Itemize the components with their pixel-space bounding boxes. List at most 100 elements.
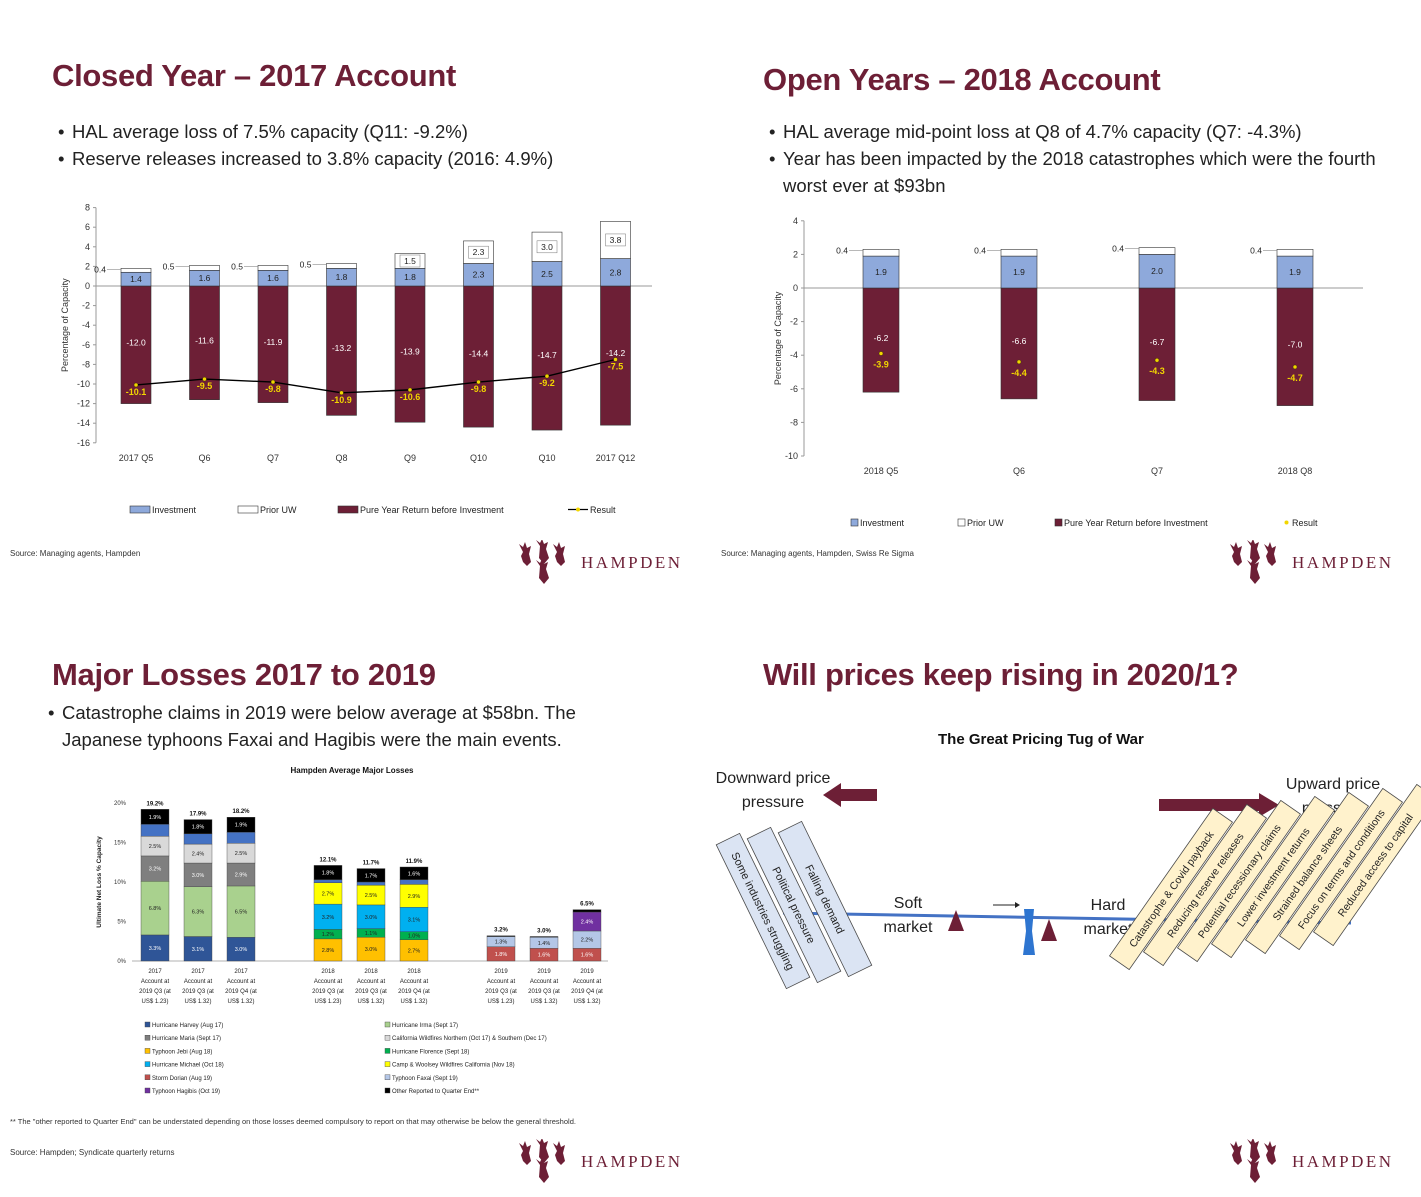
rope-knot: [1023, 909, 1035, 955]
pure-year-label: -13.9: [400, 346, 420, 356]
segment-label: 6.3%: [192, 910, 205, 916]
investment-label: 1.8: [336, 272, 348, 282]
total-label: 11.9%: [406, 859, 423, 865]
legend-label: Investment: [152, 505, 197, 515]
x-tick-label: US$ 1.32): [530, 999, 557, 1005]
y-tick-label: -16: [77, 438, 90, 448]
y-tick-label: -2: [82, 301, 90, 311]
y-tick-label: -10: [77, 379, 90, 389]
x-tick-label: 2019: [580, 969, 594, 975]
prior-uw-label: 3.8: [610, 235, 622, 245]
soft-market-fulcrum: [948, 910, 964, 931]
total-label: 17.9%: [189, 812, 207, 818]
x-tick-label: 2017: [191, 969, 205, 975]
segment-label: 2.4%: [192, 852, 205, 858]
pure-year-label: -6.2: [874, 333, 889, 343]
slide-title: Will prices keep rising in 2020/1?: [763, 657, 1239, 692]
y-tick-label: -10: [785, 451, 798, 461]
segment-label: 2.5%: [235, 851, 248, 857]
prior-uw-bar: [326, 263, 357, 269]
x-tick-label: 2018: [364, 969, 378, 975]
legend-label: Camp & Woolsey Wildfires California (Nov…: [392, 1063, 515, 1069]
segment-label: 6.5%: [235, 910, 248, 916]
hard-market-fulcrum: [1041, 919, 1057, 941]
pure-year-label: -13.2: [332, 343, 352, 353]
diagram-title: The Great Pricing Tug of War: [938, 731, 1144, 748]
segment-label: 3.1%: [192, 947, 205, 953]
segment-label: 2.4%: [581, 920, 594, 926]
segment-label: 1.9%: [235, 823, 248, 829]
loss-segment: [356, 881, 386, 886]
legend-label: Pure Year Return before Investment: [360, 505, 504, 515]
y-tick-label: 15%: [114, 841, 127, 847]
x-tick-label: 2019 Q3 (at: [528, 989, 560, 995]
total-label: 12.1%: [319, 857, 337, 863]
result-label: -9.8: [265, 384, 281, 394]
segment-label: 3.0%: [192, 873, 205, 879]
x-tick-label: 2019: [537, 969, 551, 975]
loss-segment: [226, 832, 256, 844]
x-tick-label: 2019 Q4 (at: [571, 989, 603, 995]
result-point: [202, 376, 207, 382]
prior-uw-bar: [1138, 247, 1176, 255]
investment-label: 2.0: [1151, 266, 1163, 276]
loss-segment: [399, 866, 429, 880]
x-tick-label: Q7: [1151, 466, 1163, 476]
result-point: [133, 382, 139, 388]
prior-uw-label: 0.5: [163, 261, 175, 271]
left-box-rect: [715, 832, 811, 990]
loss-segment: [529, 936, 559, 938]
legend-label: California Wildfires Northern (Oct 17) &…: [392, 1036, 547, 1042]
loss-segment: [183, 819, 213, 835]
segment-label: 3.2%: [149, 867, 162, 873]
slide-title: Major Losses 2017 to 2019: [52, 657, 436, 692]
loss-segment: [183, 936, 213, 962]
legend-swatch: [144, 1021, 151, 1028]
downward-arrow-head: [823, 783, 841, 807]
y-tick-label: 0: [85, 281, 90, 291]
result-label: -10.6: [400, 392, 421, 402]
investment-label: 1.9: [875, 267, 887, 277]
total-label: 19.2%: [146, 801, 164, 807]
x-tick-label: 2017 Q5: [119, 453, 154, 463]
legend-label: Typhoon Hagibis (Oct 19): [152, 1089, 220, 1095]
y-axis-label: Percentage of Capacity: [60, 278, 70, 372]
prior-uw-bar: [257, 265, 289, 271]
loss-segment: [183, 833, 213, 845]
x-tick-label: US$ 1.23): [314, 999, 341, 1005]
right-box-rect: [1278, 787, 1404, 951]
prior-uw-label: 0.4: [1250, 245, 1262, 255]
slide-major-losses: Major Losses 2017 to 2019 Catastrophe cl…: [0, 599, 710, 1197]
x-tick-label: Q8: [335, 453, 347, 463]
slide-title: Closed Year – 2017 Account: [52, 58, 457, 93]
pure-year-label: -11.9: [264, 337, 283, 347]
bullet-list: HAL average mid-point loss at Q8 of 4.7%…: [767, 118, 1387, 199]
pure-year-label: -12.0: [126, 337, 146, 347]
legend-label: Result: [590, 505, 616, 515]
result-point: [878, 351, 884, 356]
y-tick-label: 2: [793, 249, 798, 259]
prior-uw-bar: [1276, 249, 1314, 257]
prior-uw-label: 0.4: [974, 245, 986, 255]
legend-label: Hurricane Harvey (Aug 17): [152, 1023, 223, 1029]
result-label: -10.9: [331, 395, 352, 405]
x-tick-label: Account at: [314, 979, 343, 985]
segment-label: 2.7%: [322, 891, 335, 897]
chart-2018-account: Percentage of Capacity 4 2 0 -2 -4 -6 -8 -10 -6.2…: [773, 216, 1363, 528]
y-tick-label: -12: [77, 399, 90, 409]
legend-label: Result: [1292, 518, 1318, 528]
x-tick-label: Account at: [400, 979, 429, 985]
investment-bar: [1138, 254, 1176, 289]
legend-label: Hurricane Irma (Sept 17): [392, 1023, 458, 1029]
segment-label: 1.8%: [495, 952, 508, 958]
segment-label: 3.3%: [149, 946, 162, 952]
legend-swatch: [144, 1035, 151, 1041]
x-tick-label: 2019 Q3 (at: [355, 989, 387, 995]
legend-swatch: [850, 518, 859, 527]
prior-uw-label: 0.5: [231, 261, 243, 271]
x-tick-label: Q10: [538, 453, 555, 463]
x-tick-label: US$ 1.32): [227, 999, 254, 1005]
x-tick-label: Q6: [1013, 466, 1025, 476]
investment-bar: [600, 258, 631, 287]
